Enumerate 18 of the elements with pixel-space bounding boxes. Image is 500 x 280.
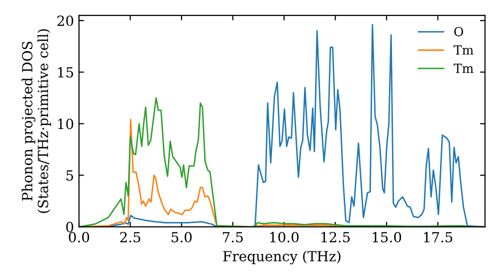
- x-tick-label: 12.5: [322, 232, 350, 242]
- x-tick-label: 17.5: [424, 232, 452, 242]
- x-axis-title: Frequency (THz): [223, 250, 340, 264]
- y-tick-label: 10: [58, 118, 74, 130]
- legend-label: O: [454, 26, 464, 36]
- y-tick-label: 5: [66, 170, 74, 181]
- x-tick-label: 7.5: [222, 232, 243, 242]
- x-tick-label: 0.0: [68, 232, 90, 242]
- legend-label: Tm: [454, 64, 474, 73]
- x-tick-label: 10.0: [270, 232, 299, 242]
- y-axis-title: Phonon projected DOS (States/THz·primitive cell): [22, 29, 51, 213]
- legend-label: Tm: [454, 45, 474, 54]
- x-tick-label: 2.5: [120, 232, 140, 242]
- y-tick-label: 20: [57, 16, 74, 26]
- y-tick-label: 0: [66, 222, 74, 232]
- x-tick-label: 5.0: [172, 232, 192, 242]
- y-tick-label: 15: [58, 67, 74, 78]
- x-tick-label: 15.0: [372, 232, 402, 242]
